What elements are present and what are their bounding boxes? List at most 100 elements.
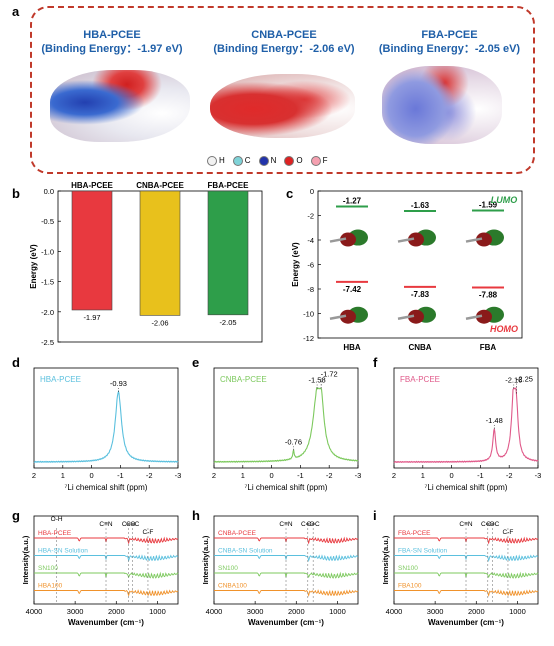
band-label: C≡N — [279, 521, 292, 528]
y-tick-label: -0.5 — [41, 217, 54, 226]
y-tick-label: 0.0 — [44, 187, 54, 196]
y-tick-label: -1.0 — [41, 247, 54, 256]
panel-label-h: h — [192, 508, 200, 523]
bar — [207, 190, 249, 316]
x-tick-label: -2 — [326, 471, 333, 480]
molecule-energy: (Binding Energy：-2.06 eV) — [213, 43, 355, 55]
ftir-spectrum — [394, 554, 539, 563]
lumo-value-label: -1.63 — [411, 201, 430, 210]
molecule-name: CNBA-PCEE — [251, 29, 317, 41]
bar-value-label: -2.05 — [219, 318, 236, 327]
chart-i-frame — [393, 515, 539, 605]
x-axis-label: Wavenumber (cm⁻¹) — [68, 618, 144, 627]
y-tick-label: -2 — [307, 212, 314, 221]
panel-label-g: g — [12, 508, 20, 523]
molecule-name: FBA-PCEE — [421, 29, 478, 41]
panel-label-b: b — [12, 186, 20, 201]
panel-label-e: e — [192, 355, 200, 370]
lumo-orbital — [465, 237, 483, 243]
x-tick-label: 4000 — [386, 607, 403, 616]
x-tick-label: 3000 — [67, 607, 84, 616]
series-label: CNBA-PCEE — [220, 375, 267, 384]
series-label: SN100 — [398, 565, 418, 572]
homo-orbital — [329, 314, 347, 320]
x-axis-label: Wavenumber (cm⁻¹) — [248, 618, 324, 627]
x-tick-label: 4000 — [206, 607, 223, 616]
x-tick-label: 3000 — [247, 607, 264, 616]
ftir-spectrum — [394, 589, 539, 597]
x-tick-label: 1000 — [329, 607, 346, 616]
homo-orbital — [340, 309, 356, 324]
ftir-spectrum — [214, 554, 359, 563]
x-axis-label: ⁷Li chemical shift (ppm) — [65, 483, 148, 492]
bar-value-label: -2.06 — [151, 318, 168, 327]
y-axis-label: Intensity(a.u.) — [381, 535, 390, 584]
nmr-spectrum — [213, 387, 359, 464]
band-label: C=O — [122, 521, 136, 528]
chart-e-frame — [213, 367, 359, 469]
x-tick-label: 2 — [392, 471, 396, 480]
peak-label: -0.93 — [110, 379, 127, 388]
homo-orbital — [397, 314, 415, 320]
lumo-value-label: -1.27 — [343, 197, 362, 206]
molecule-fba-esp — [382, 66, 502, 144]
molecule-energy: (Binding Energy：-2.05 eV) — [378, 43, 521, 55]
molecule-cnba-esp — [210, 74, 355, 138]
peak-label: -1.58 — [309, 376, 326, 385]
peak-label: -1.48 — [486, 416, 503, 425]
x-category-label: CNBA — [408, 343, 431, 352]
band-label: C=C — [307, 521, 320, 528]
x-tick-label: -1 — [297, 471, 304, 480]
bar-category-label: FBA-PCEE — [208, 181, 250, 190]
lumo-orbital — [408, 232, 424, 247]
x-axis-label: ⁷Li chemical shift (ppm) — [425, 483, 508, 492]
chart-c: 0 -2 -4 -6 -8 -10 -12 Energy (eV) -1.27 -7.42 HBA -… — [291, 187, 523, 352]
x-tick-label: 1000 — [149, 607, 166, 616]
band-label: C=O — [301, 521, 315, 528]
legend-f: F — [310, 156, 327, 166]
legend-c: C — [232, 156, 251, 166]
x-tick-label: 1 — [421, 471, 425, 480]
series-label: FBA-PCEE — [398, 530, 431, 537]
nmr-spectrum — [33, 390, 179, 464]
band-label: C=C — [486, 521, 499, 528]
x-tick-label: -2 — [146, 471, 153, 480]
homo-orbital — [408, 309, 424, 324]
y-tick-label: -6 — [307, 261, 314, 270]
chart-f-frame — [393, 367, 539, 469]
panel-a-binding-energy: HBA-PCEE (Binding Energy：-1.97 eV) CNBA-… — [30, 6, 535, 174]
panel-label-c: c — [286, 186, 294, 201]
atom-legend: H C N O F — [207, 156, 327, 166]
series-label: CNBA-SN Solution — [218, 548, 273, 555]
x-tick-label: 2000 — [288, 607, 305, 616]
bar — [139, 190, 181, 316]
x-axis-label: Wavenumber (cm⁻¹) — [428, 618, 504, 627]
x-tick-label: 1000 — [509, 607, 526, 616]
x-tick-label: -2 — [506, 471, 513, 480]
panel-label-i: i — [373, 508, 377, 523]
x-category-label: HBA — [343, 343, 361, 352]
peak-label: -0.76 — [285, 437, 302, 446]
peak-label: -2.16 — [505, 376, 522, 385]
molecule-hba-esp — [50, 70, 190, 142]
homo-value-label: -7.88 — [479, 291, 498, 300]
homo-label: HOMO — [490, 324, 518, 334]
x-tick-label: 0 — [450, 471, 454, 480]
legend-o: O — [284, 156, 303, 166]
series-label: HBA-SN Solution — [38, 548, 88, 555]
x-tick-label: 1 — [61, 471, 65, 480]
x-tick-label: -3 — [535, 471, 542, 480]
lumo-label: LUMO — [491, 195, 518, 205]
band-label: O-H — [51, 516, 63, 523]
series-label: SN100 — [218, 565, 238, 572]
series-label: FBA100 — [398, 583, 422, 590]
ftir-spectrum — [214, 589, 359, 597]
homo-value-label: -7.42 — [343, 285, 362, 294]
series-label: HBA-PCEE — [38, 530, 72, 537]
lumo-value-label: -1.59 — [479, 200, 498, 209]
chart-b: 0.0 -0.5 -1.0 -1.5 -2.0 -2.5 Energy (eV) HBA-PC… — [29, 181, 263, 347]
lumo-orbital — [476, 232, 492, 247]
chart-h-frame — [213, 515, 359, 605]
molecule-title-hba: HBA-PCEE (Binding Energy：-1.97 eV) — [37, 28, 187, 56]
chart-e: 2 1 0 -1 -2 -3 ⁷Li chemical shift (ppm) CNBA-PC… — [212, 367, 361, 492]
